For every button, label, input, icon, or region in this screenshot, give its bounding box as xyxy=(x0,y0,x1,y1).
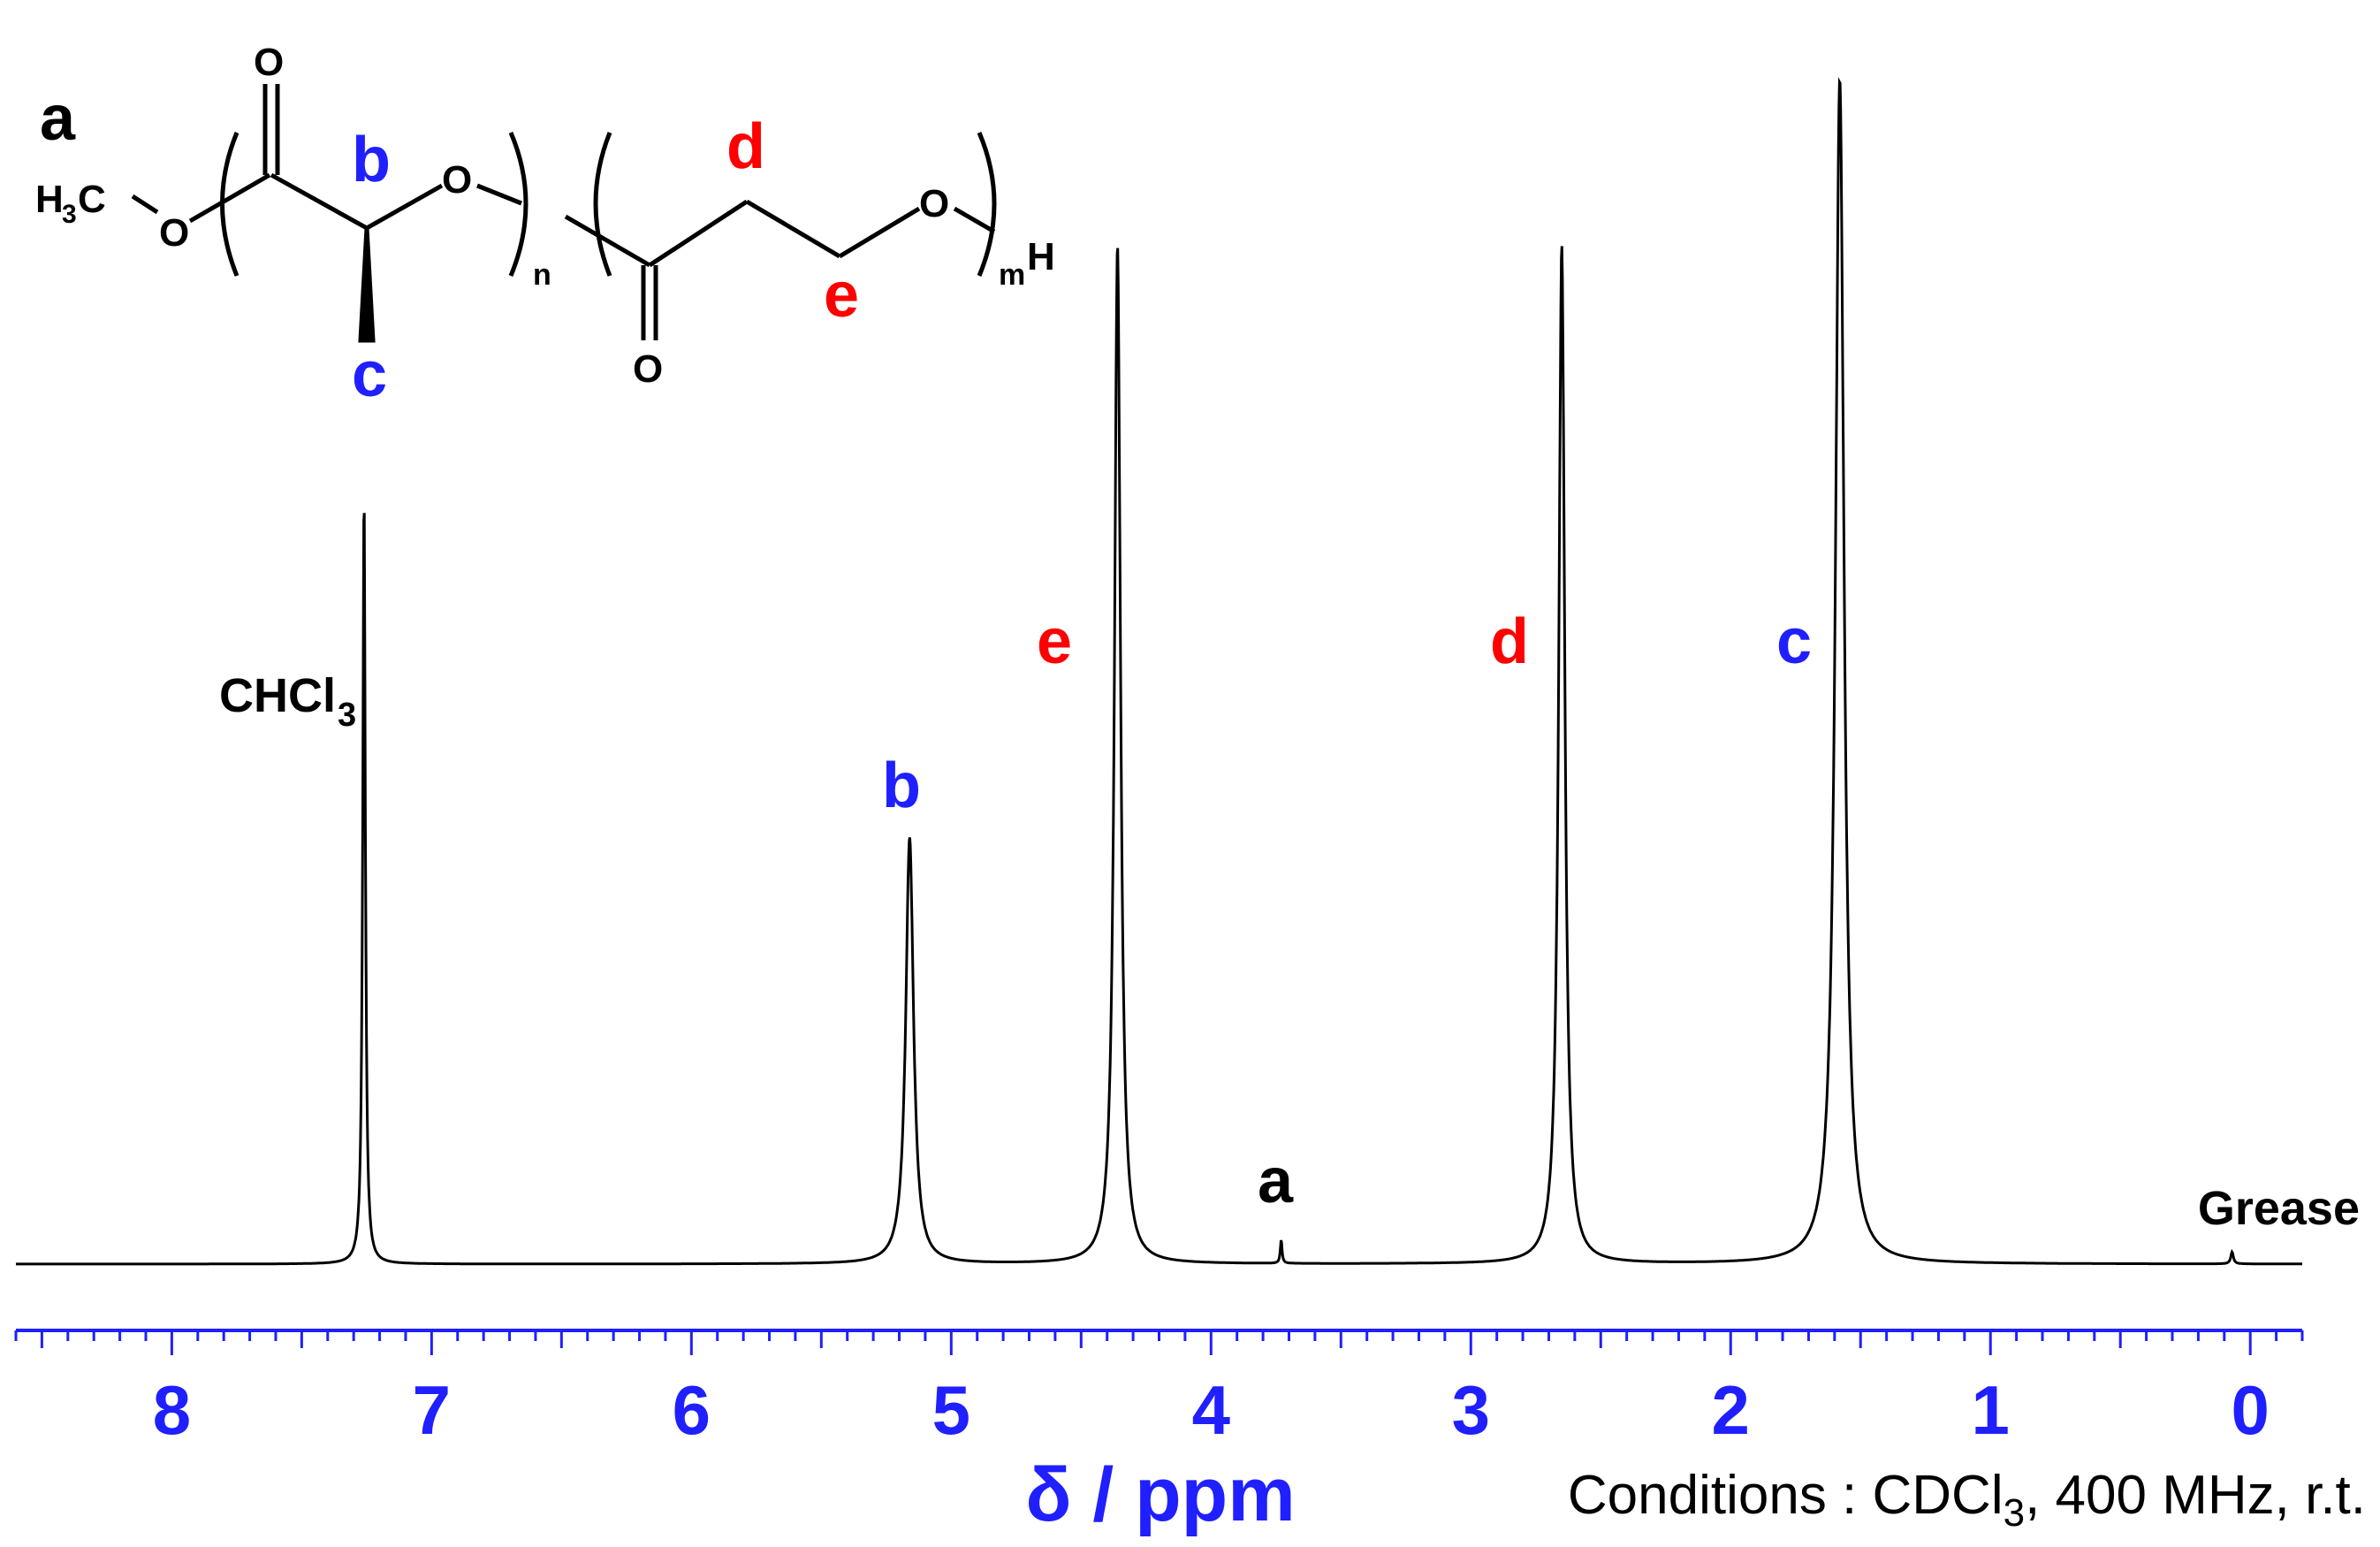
peak-label-grease: Grease xyxy=(2198,1182,2360,1235)
peak-label-subscript: 3 xyxy=(338,697,356,734)
peak-label-c: c xyxy=(1776,606,1812,677)
bond-o-repeat xyxy=(476,183,522,206)
conditions-prefix: Conditions : CDCl xyxy=(1568,1465,2004,1526)
x-axis-title: δ / ppm xyxy=(1025,1452,1295,1537)
carbonyl-oxygen-2: O xyxy=(633,347,663,391)
x-tick-label: 7 xyxy=(413,1371,451,1449)
bracket-right-m xyxy=(977,132,997,277)
peak-label-d: d xyxy=(1490,606,1529,677)
conditions-subscript: 3 xyxy=(2004,1491,2025,1535)
chemical-structure: a H 3 C O O O n O O m H b c d e xyxy=(35,41,1055,410)
x-tick-label: 1 xyxy=(1972,1371,2010,1449)
end-group-label: a xyxy=(40,83,76,154)
structure-label-e: e xyxy=(824,260,859,331)
methyl-group: H 3 C xyxy=(35,178,106,229)
peak-label-chcl: CHCl xyxy=(219,669,336,722)
structure-label-c: c xyxy=(352,339,387,410)
bond-carbonyl-down-2 xyxy=(641,265,658,340)
wedge-bond-c xyxy=(358,227,376,343)
peak-labels: CHCl 3 b e a d c Grease xyxy=(219,606,2360,1235)
carbonyl-oxygen-1: O xyxy=(254,41,284,84)
conditions-suffix: , 400 MHz, r.t. xyxy=(2025,1465,2366,1526)
structure-label-d: d xyxy=(726,111,765,182)
x-tick-label: 4 xyxy=(1192,1371,1230,1449)
chain-oxygen-1: O xyxy=(442,158,472,202)
methyl-subscript: 3 xyxy=(62,200,77,229)
bond-to-carbonyl-2 xyxy=(564,214,651,268)
bracket-left-n xyxy=(220,132,240,277)
methyl-h: H xyxy=(35,178,64,221)
conditions-text: Conditions : CDCl3, 400 MHz, r.t. xyxy=(1568,1465,2366,1535)
bond-e-o xyxy=(838,206,921,259)
x-tick-label: 6 xyxy=(673,1371,711,1449)
structure-label-b: b xyxy=(352,125,391,195)
repeat-subscript-m: m xyxy=(999,258,1025,292)
peak-label-a: a xyxy=(1258,1146,1294,1216)
bracket-right-n xyxy=(508,132,528,277)
methyl-c: C xyxy=(78,178,106,221)
bond-carbonyl-ch xyxy=(270,172,369,231)
bond-carbonyl-d xyxy=(648,199,749,268)
ester-oxygen: O xyxy=(159,211,189,255)
x-tick-label: 2 xyxy=(1712,1371,1750,1449)
repeat-subscript-n: n xyxy=(533,258,551,292)
bond-methyl-o xyxy=(131,194,159,215)
bond-carbonyl-up-1 xyxy=(262,84,280,175)
x-tick-label: 3 xyxy=(1452,1371,1490,1449)
terminal-hydrogen: H xyxy=(1027,235,1055,278)
bond-d-e xyxy=(745,199,841,259)
x-tick-label: 8 xyxy=(153,1371,191,1449)
x-axis: 8 7 6 5 4 3 2 1 0 xyxy=(14,1329,2304,1449)
bond-ch-o xyxy=(365,183,444,231)
spectrum-trace xyxy=(16,77,2302,1266)
peak-label-b: b xyxy=(882,751,921,821)
chain-oxygen-2: O xyxy=(919,182,949,225)
bond-o-end xyxy=(953,206,996,234)
bracket-left-m xyxy=(593,132,612,277)
x-tick-label: 5 xyxy=(932,1371,970,1449)
bond-o-carbonyl xyxy=(188,172,271,224)
x-tick-label: 0 xyxy=(2232,1371,2270,1449)
peak-label-e: e xyxy=(1037,606,1072,677)
